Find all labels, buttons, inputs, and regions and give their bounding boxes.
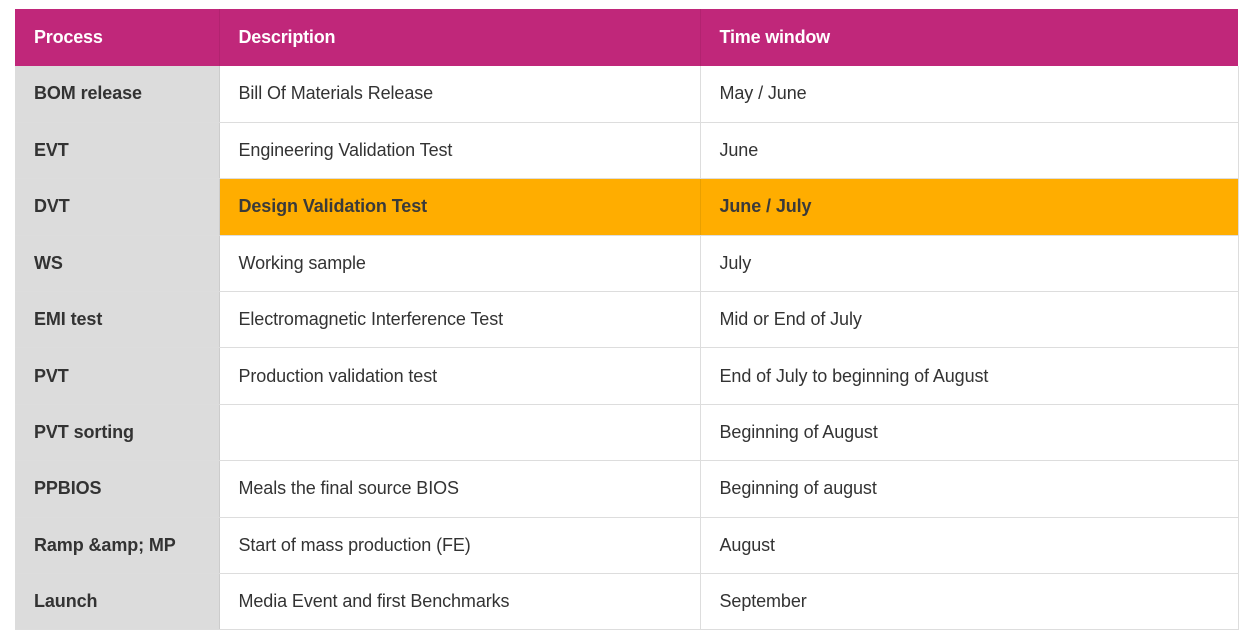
process-cell: EMI test [15, 291, 220, 349]
description-cell: Meals the final source BIOS [218, 460, 700, 518]
process-cell: WS [15, 235, 220, 293]
time-cell: Beginning of august [699, 460, 1239, 518]
table-row-highlighted: DVT Design Validation Test June / July [15, 178, 1239, 236]
time-cell: Beginning of August [699, 404, 1239, 462]
description-cell: Electromagnetic Interference Test [218, 291, 700, 349]
header-description: Description [218, 9, 700, 66]
time-cell: End of July to beginning of August [699, 347, 1239, 405]
table-body: BOM release Bill Of Materials Release Ma… [15, 66, 1239, 631]
table-row: PPBIOS Meals the final source BIOS Begin… [15, 460, 1239, 518]
schedule-table-container: Process Description Time window BOM rele… [15, 9, 1239, 631]
description-cell: Engineering Validation Test [218, 122, 700, 180]
description-cell: Bill Of Materials Release [218, 66, 700, 123]
process-cell: BOM release [15, 66, 220, 123]
time-cell: September [699, 573, 1239, 631]
header-time-window: Time window [699, 9, 1238, 66]
description-cell: Media Event and first Benchmarks [218, 573, 700, 631]
table-row: Launch Media Event and first Benchmarks … [15, 573, 1239, 631]
process-cell: DVT [15, 178, 220, 236]
process-cell: PVT [15, 347, 220, 405]
header-process: Process [15, 9, 219, 66]
table-row: EMI test Electromagnetic Interference Te… [15, 291, 1239, 349]
time-cell: Mid or End of July [699, 291, 1239, 349]
time-cell: May / June [699, 66, 1239, 123]
description-cell: Start of mass production (FE) [218, 517, 700, 575]
process-cell: PPBIOS [15, 460, 220, 518]
schedule-table: Process Description Time window BOM rele… [15, 9, 1239, 631]
table-header: Process Description Time window [15, 9, 1238, 66]
description-cell: Working sample [218, 235, 700, 293]
header-row: Process Description Time window [15, 9, 1238, 66]
description-cell [218, 404, 700, 462]
table-row: PVT Production validation test End of Ju… [15, 347, 1239, 405]
process-cell: PVT sorting [15, 404, 220, 462]
process-cell: Ramp &amp; MP [15, 517, 220, 575]
time-cell: July [699, 235, 1239, 293]
table-row: EVT Engineering Validation Test June [15, 122, 1239, 180]
description-cell: Design Validation Test [218, 178, 700, 236]
table-row: Ramp &amp; MP Start of mass production (… [15, 517, 1239, 575]
table-row: PVT sorting Beginning of August [15, 404, 1239, 462]
process-cell: Launch [15, 573, 220, 631]
table-row: WS Working sample July [15, 235, 1239, 293]
time-cell: June / July [699, 178, 1239, 236]
description-cell: Production validation test [218, 347, 700, 405]
process-cell: EVT [15, 122, 220, 180]
table-row: BOM release Bill Of Materials Release Ma… [15, 66, 1239, 123]
time-cell: August [699, 517, 1239, 575]
time-cell: June [699, 122, 1239, 180]
